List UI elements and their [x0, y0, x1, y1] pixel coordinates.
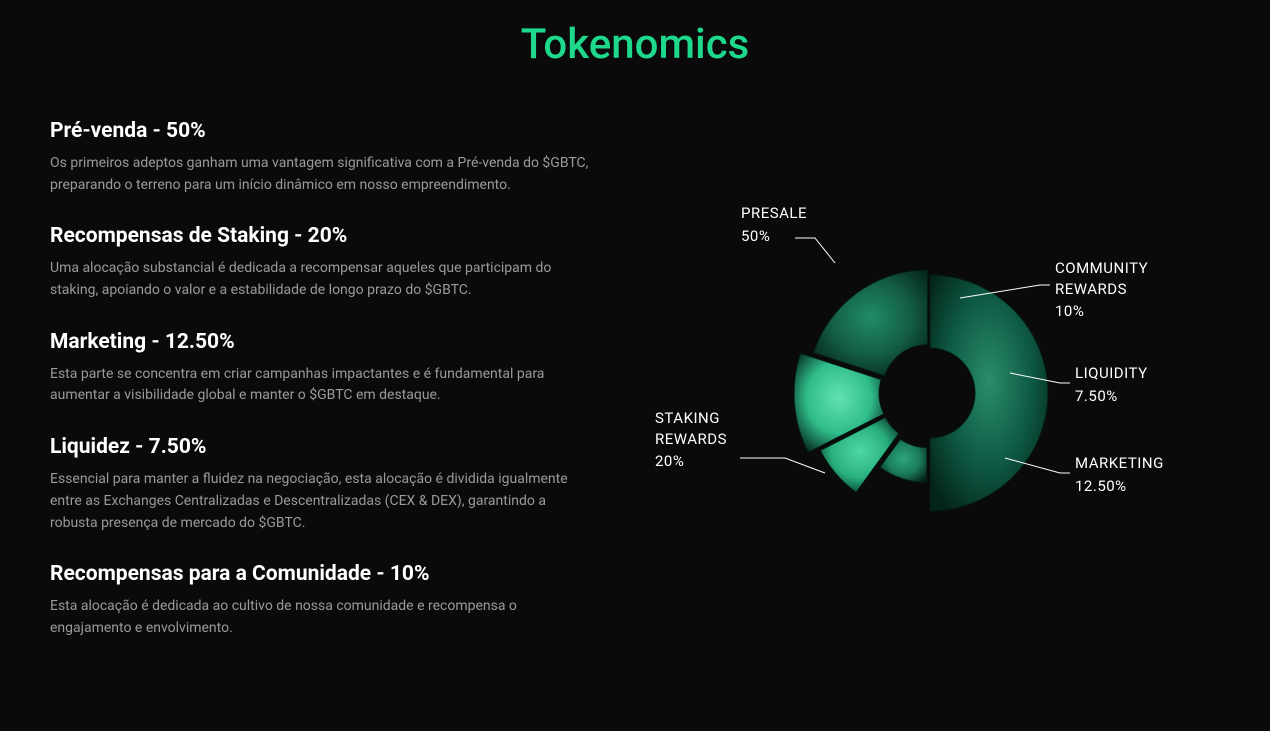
chart-label-liquidity: LIQUIDITY 7.50% — [1075, 363, 1148, 406]
section-body: Os primeiros adeptos ganham uma vantagem… — [50, 153, 590, 196]
section-staking: Recompensas de Staking - 20% Uma alocaçã… — [50, 224, 590, 301]
chart-label-text2: REWARDS — [1055, 280, 1127, 298]
chart-label-percent: 50% — [741, 226, 807, 246]
chart-label-text: MARKETING — [1075, 454, 1164, 472]
section-liquidity: Liquidez - 7.50% Essencial para manter a… — [50, 435, 590, 534]
chart-label-text: STAKING — [655, 409, 720, 427]
section-body: Esta alocação é dedicada ao cultivo de n… — [50, 596, 590, 639]
section-community: Recompensas para a Comunidade - 10% Esta… — [50, 562, 590, 639]
chart-label-text: LIQUIDITY — [1075, 364, 1148, 382]
content-row: Pré-venda - 50% Os primeiros adeptos gan… — [50, 119, 1220, 668]
chart-label-text2: REWARDS — [655, 430, 727, 448]
page-title: Tokenomics — [50, 20, 1220, 69]
section-heading: Recompensas de Staking - 20% — [50, 224, 590, 248]
chart-column: PRESALE 50% COMMUNITY REWARDS 10% LIQUID… — [630, 119, 1220, 668]
chart-label-presale: PRESALE 50% — [741, 203, 807, 246]
chart-label-staking: STAKING REWARDS 20% — [655, 408, 727, 471]
chart-label-text: COMMUNITY — [1055, 259, 1148, 277]
section-body: Essencial para manter a fluidez na negoc… — [50, 469, 590, 534]
tokenomics-page: Tokenomics Pré-venda - 50% Os primeiros … — [0, 0, 1270, 731]
section-marketing: Marketing - 12.50% Esta parte se concent… — [50, 330, 590, 407]
donut-svg — [785, 243, 1085, 563]
section-body: Esta parte se concentra em criar campanh… — [50, 364, 590, 407]
chart-label-marketing: MARKETING 12.50% — [1075, 453, 1164, 496]
chart-label-percent: 20% — [655, 451, 727, 471]
section-heading: Pré-venda - 50% — [50, 119, 590, 143]
chart-label-community: COMMUNITY REWARDS 10% — [1055, 258, 1148, 321]
section-heading: Recompensas para a Comunidade - 10% — [50, 562, 590, 586]
chart-label-percent: 7.50% — [1075, 386, 1148, 406]
section-body: Uma alocação substancial é dedicada a re… — [50, 258, 590, 301]
donut-chart: PRESALE 50% COMMUNITY REWARDS 10% LIQUID… — [645, 183, 1205, 603]
sections-column: Pré-venda - 50% Os primeiros adeptos gan… — [50, 119, 590, 668]
chart-label-percent: 12.50% — [1075, 476, 1164, 496]
section-presale: Pré-venda - 50% Os primeiros adeptos gan… — [50, 119, 590, 196]
section-heading: Liquidez - 7.50% — [50, 435, 590, 459]
chart-label-percent: 10% — [1055, 301, 1148, 321]
chart-label-text: PRESALE — [741, 204, 807, 222]
section-heading: Marketing - 12.50% — [50, 330, 590, 354]
